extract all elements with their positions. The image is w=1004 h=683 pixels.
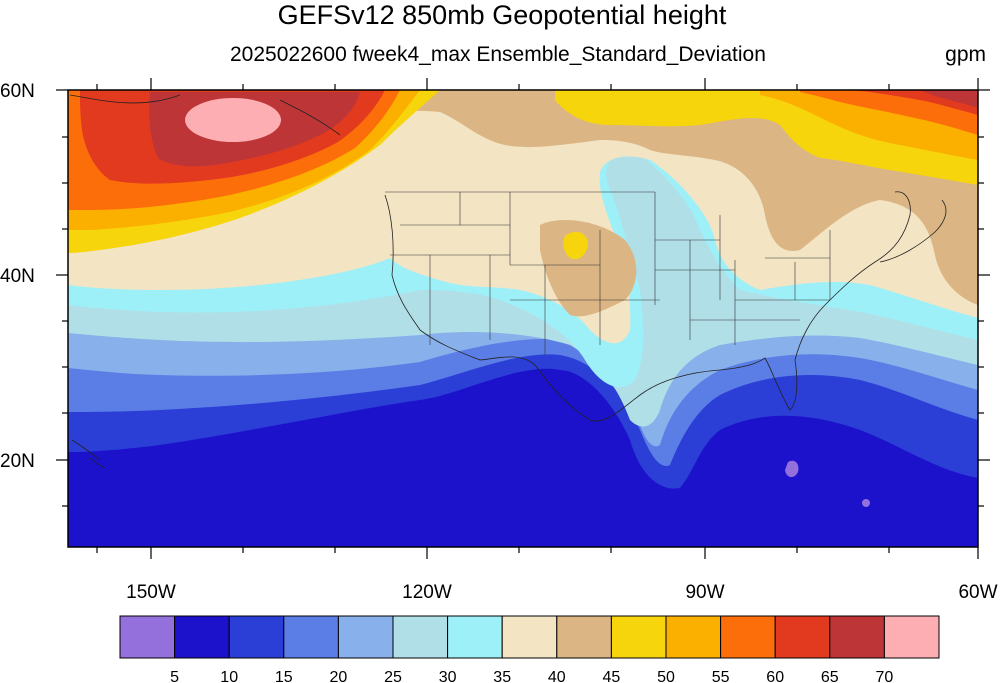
lat-label-40n: 40N (0, 266, 35, 287)
colorbar-swatch (665, 615, 722, 659)
plot-title: GEFSv12 850mb Geopotential height (277, 0, 727, 30)
colorbar-label: 25 (384, 669, 402, 683)
colorbar-label: 55 (712, 669, 730, 683)
colorbar: 5 10 15 20 25 30 35 40 45 50 55 60 65 70 (119, 615, 940, 683)
band-50-55-spot (563, 231, 588, 260)
lon-label-120w: 120W (402, 582, 452, 603)
colorbar-label: 70 (876, 669, 894, 683)
band-75-max (185, 98, 281, 142)
colorbar-swatch (610, 615, 667, 659)
colorbar-swatch (337, 615, 394, 659)
band-70-75-east (920, 90, 978, 108)
colorbar-swatch (774, 615, 831, 659)
map-frame (67, 89, 979, 548)
state-borders (385, 191, 831, 355)
colorbar-label: 15 (275, 669, 293, 683)
colorbar-swatch (447, 615, 503, 659)
colorbar-swatch (119, 615, 176, 659)
colorbar-swatch (829, 615, 885, 659)
contour-field (68, 90, 978, 547)
colorbar-swatch (720, 615, 776, 659)
band-5-10-spot-2 (862, 499, 870, 507)
colorbar-label: 35 (493, 669, 511, 683)
colorbar-label: 40 (548, 669, 566, 683)
lon-label-60w: 60W (958, 582, 997, 603)
colorbar-swatch (392, 615, 449, 659)
colorbar-label: 20 (330, 669, 348, 683)
lon-label-90w: 90W (685, 582, 724, 603)
lat-label-20n: 20N (0, 451, 35, 472)
band-45-50 (68, 90, 978, 305)
colorbar-swatch (501, 615, 558, 659)
colorbar-swatch (283, 615, 339, 659)
band-5-10-spot (785, 460, 799, 478)
colorbar-label: 50 (657, 669, 675, 683)
lon-label-150w: 150W (126, 582, 176, 603)
plot-subtitle: 2025022600 fweek4_max Ensemble_Standard_… (230, 43, 766, 66)
colorbar-swatch (228, 615, 285, 659)
colorbar-label: 60 (766, 669, 784, 683)
colorbar-swatch (174, 615, 230, 659)
colorbar-label: 10 (220, 669, 238, 683)
colorbar-label: 5 (170, 669, 179, 683)
colorbar-swatch (883, 615, 940, 659)
colorbar-label: 30 (439, 669, 457, 683)
colorbar-label: 45 (603, 669, 621, 683)
lat-ticks (56, 89, 990, 507)
lon-ticks (96, 78, 979, 559)
units-label: gpm (945, 43, 986, 66)
colorbar-swatch (556, 615, 612, 659)
lat-label-60n: 60N (0, 81, 35, 102)
colorbar-label: 65 (821, 669, 839, 683)
coastlines (69, 94, 947, 469)
